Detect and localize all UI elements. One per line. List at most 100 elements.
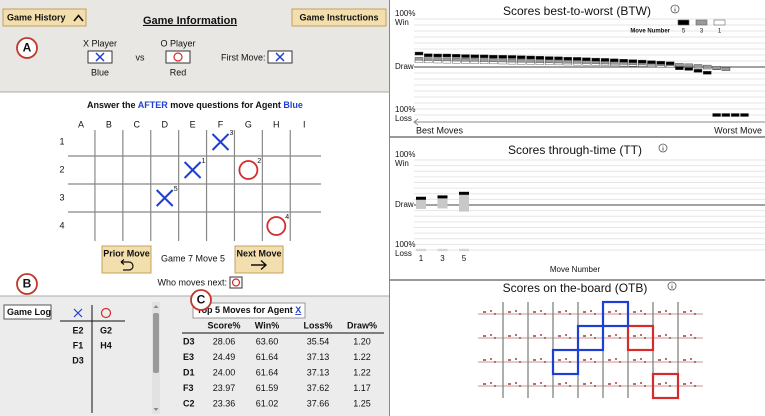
button-bg[interactable] <box>2 8 87 27</box>
score-bar <box>424 53 433 57</box>
otb-dots <box>483 334 496 339</box>
button-bg[interactable] <box>291 8 387 27</box>
button-label[interactable]: Game Instructions <box>299 12 378 22</box>
prior-move-button[interactable]: Prior Move <box>101 245 152 274</box>
score-bar <box>414 57 424 61</box>
otb-dots <box>508 310 521 315</box>
table-row-label: C2 <box>183 398 195 408</box>
table-cell: 61.64 <box>256 367 279 377</box>
score-bar <box>416 206 426 209</box>
y-axis-label: 100% <box>395 105 415 114</box>
score-bar <box>712 113 721 117</box>
legend-label: 5 <box>682 29 686 35</box>
symbol-box <box>229 276 243 289</box>
log-title-box <box>3 304 52 320</box>
score-bar <box>459 197 469 201</box>
score-bar <box>437 206 448 209</box>
legend-swatch <box>677 19 690 26</box>
x-axis-label: Best Moves <box>416 125 464 135</box>
score-bar <box>721 67 731 71</box>
log-title: Game Log <box>7 307 51 317</box>
log-move: F1 <box>73 340 84 350</box>
log-move: G2 <box>100 325 112 335</box>
otb-dots <box>658 358 671 363</box>
y-axis-label: Win <box>395 159 409 168</box>
prompt: Answer the AFTER move questions for Agen… <box>87 100 303 110</box>
score-bar <box>628 59 638 63</box>
table-row-label: F3 <box>183 383 194 393</box>
otb-dots <box>683 334 696 339</box>
log-move: D3 <box>72 355 84 365</box>
otb-dots <box>508 358 521 363</box>
table-cell: 1.25 <box>353 398 371 408</box>
score-bar <box>740 113 749 117</box>
otb-dots <box>583 310 596 315</box>
x-symbol <box>155 189 174 207</box>
score-bar <box>459 209 469 212</box>
otb-dots <box>683 358 696 363</box>
arrow-icon[interactable] <box>251 259 268 271</box>
otb-dots <box>558 382 571 387</box>
score-bar <box>647 60 656 64</box>
scrollbar[interactable] <box>152 302 160 414</box>
undo-icon[interactable] <box>120 259 134 271</box>
move-number: 3 <box>230 130 234 137</box>
log-move: E2 <box>72 325 83 335</box>
score-bar <box>470 54 479 58</box>
table-cell: 23.97 <box>213 383 236 393</box>
y-axis-label: Draw <box>395 62 414 71</box>
otb-dots <box>558 310 571 315</box>
caret-icon[interactable] <box>73 14 84 22</box>
y-axis-label: Loss <box>395 114 412 123</box>
otb-dots <box>508 334 521 339</box>
otb-dots <box>683 382 696 387</box>
table-row-label: D3 <box>183 336 195 346</box>
y-axis-label: 100% <box>395 9 415 18</box>
otb-dots <box>483 358 496 363</box>
score-bar <box>703 64 712 69</box>
table-cell: 28.06 <box>213 336 236 346</box>
score-bar <box>442 53 452 58</box>
x-symbol <box>275 52 285 62</box>
score-bar <box>693 64 703 68</box>
otb-move-outline <box>651 372 680 400</box>
info-icon <box>667 281 677 291</box>
game-history-button[interactable]: Game History <box>2 8 87 27</box>
button-label[interactable]: Next Move <box>236 248 281 258</box>
button-bg[interactable] <box>101 245 152 274</box>
x-symbol <box>183 161 202 179</box>
best-bar <box>437 195 448 199</box>
score-bar <box>517 59 526 63</box>
score-bar <box>545 59 554 63</box>
section-marker <box>16 37 38 59</box>
button-label[interactable]: Prior Move <box>103 248 150 258</box>
x-axis-label: Worst Move <box>714 125 762 135</box>
score-bar <box>535 59 545 63</box>
score-bar <box>526 59 535 63</box>
button-label[interactable]: Game History <box>7 12 66 22</box>
score-bar <box>703 71 712 75</box>
table-cell: 61.64 <box>256 352 279 362</box>
o-symbol <box>100 307 112 319</box>
score-bar <box>416 199 426 202</box>
chart-title: Scores best-to-worst (BTW) <box>503 4 651 18</box>
next-move-button[interactable]: Next Move <box>234 245 284 274</box>
o-player-color: Red <box>170 67 187 77</box>
button-bg[interactable] <box>234 245 284 274</box>
score-bar <box>684 63 693 68</box>
scroll-thumb[interactable] <box>153 313 159 373</box>
table-cell: 63.60 <box>256 336 279 346</box>
table-cell: 37.13 <box>307 352 330 362</box>
column-label: A <box>78 119 84 129</box>
move-number: 5 <box>174 186 178 193</box>
score-bar <box>712 66 721 70</box>
table-cell: 1.22 <box>353 367 371 377</box>
score-bar <box>545 56 554 60</box>
score-bar <box>600 58 610 62</box>
info-icon <box>658 143 668 153</box>
otb-move-outline <box>576 324 605 352</box>
otb-dots <box>508 382 521 387</box>
game-instructions-button[interactable]: Game Instructions <box>291 8 387 27</box>
otb-dots <box>658 310 671 315</box>
